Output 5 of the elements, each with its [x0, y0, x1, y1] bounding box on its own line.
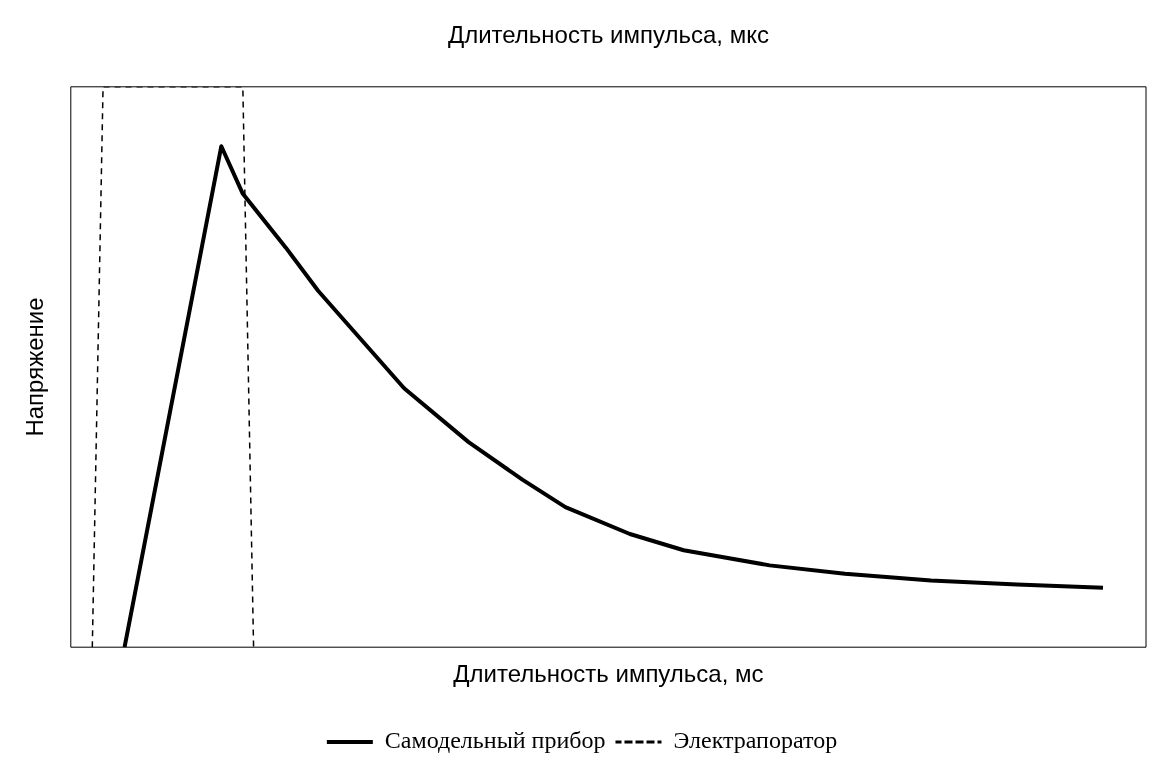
- x2-axis-title: Длительность импульса, мкс: [447, 21, 769, 49]
- legend-label: Электрапоратор: [673, 727, 838, 754]
- legend-label: Самодельный прибор: [384, 727, 606, 754]
- x-axis-title: Длительность импульса, мс: [453, 660, 764, 688]
- y-axis-title: Напряжение: [21, 297, 49, 437]
